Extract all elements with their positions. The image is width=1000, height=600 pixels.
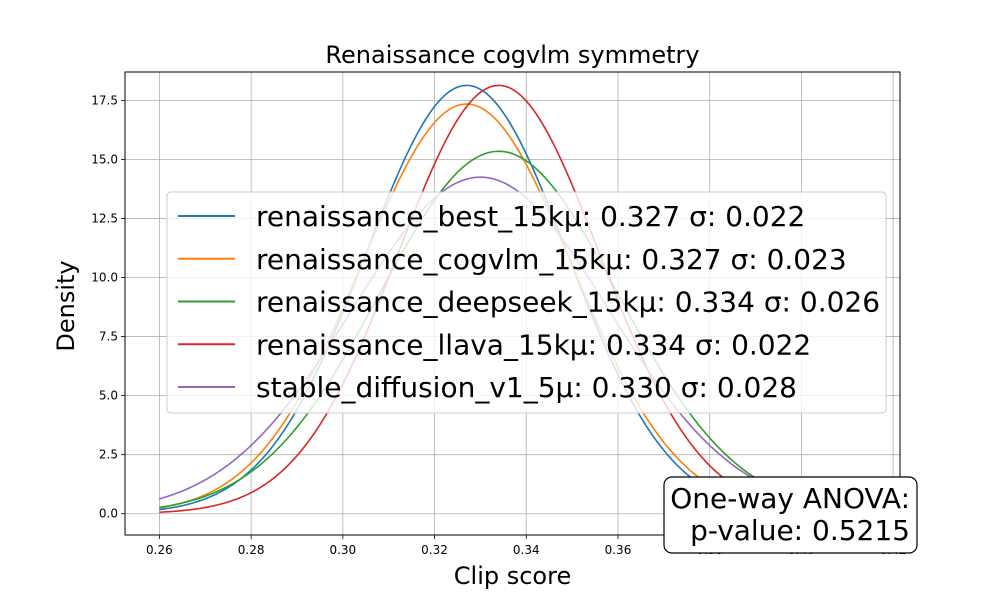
plot-frame xyxy=(124,71,901,536)
legend-label: stable_diffusion_v1_5μ: 0.330 σ: 0.028 xyxy=(256,371,797,404)
x-tick-label: 0.28 xyxy=(238,543,265,557)
x-tick-label: 0.36 xyxy=(605,543,632,557)
anova-frame xyxy=(663,476,918,554)
chart-title: Renaissance cogvlm symmetry xyxy=(325,41,699,69)
y-tick-label: 7.5 xyxy=(99,330,118,344)
legend-label: renaissance_cogvlm_15kμ: 0.327 σ: 0.023 xyxy=(256,243,847,276)
x-axis-title: Clip score xyxy=(454,562,571,590)
y-tick-label: 0.0 xyxy=(99,507,118,521)
y-tick-label: 10.0 xyxy=(91,271,118,285)
y-tick-label: 2.5 xyxy=(99,448,118,462)
density-curve-3 xyxy=(159,150,866,512)
anova-box: One-way ANOVA: p-value: 0.5215 xyxy=(663,476,918,554)
legend-box xyxy=(166,191,887,414)
y-axis-ticks: 0.0 2.5 5.0 7.5 10.0 12.5 15.0 17.5 xyxy=(91,93,125,521)
x-tick-label: 0.32 xyxy=(421,543,448,557)
x-tick-label: 0.34 xyxy=(513,543,540,557)
y-axis-title: Density xyxy=(52,260,80,351)
legend-label: renaissance_best_15kμ: 0.327 σ: 0.022 xyxy=(256,200,805,233)
anova-title: One-way ANOVA: xyxy=(670,482,910,515)
legend-label: renaissance_deepseek_15kμ: 0.334 σ: 0.02… xyxy=(256,286,880,319)
y-tick-label: 17.5 xyxy=(91,93,118,107)
density-curve-5 xyxy=(159,176,866,511)
y-tick-label: 12.5 xyxy=(91,211,118,225)
y-tick-label: 15.0 xyxy=(91,152,118,166)
anova-pvalue: p-value: 0.5215 xyxy=(690,514,910,547)
x-tick-label: 0.30 xyxy=(329,543,356,557)
legend-label: renaissance_llava_15kμ: 0.334 σ: 0.022 xyxy=(256,328,811,361)
x-tick-label: 0.26 xyxy=(146,543,173,557)
legend: renaissance_best_15kμ: 0.327 σ: 0.022 ren… xyxy=(166,191,887,414)
y-tick-label: 5.0 xyxy=(99,389,118,403)
